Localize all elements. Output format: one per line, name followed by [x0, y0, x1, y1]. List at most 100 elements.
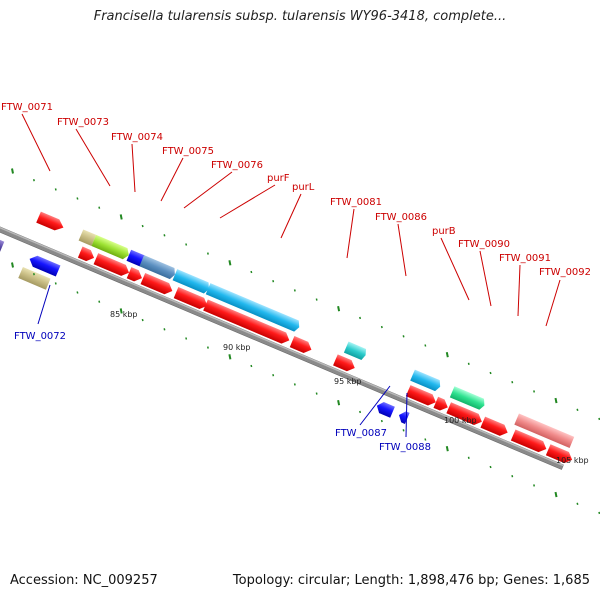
upper-row-tick — [359, 316, 362, 320]
lower-row-tick — [511, 475, 514, 478]
gene-fwd-lower-5[interactable] — [173, 287, 210, 311]
upper-row-tick — [293, 289, 296, 292]
label-FTW_0081[interactable]: FTW_0081 — [330, 197, 382, 208]
leader-FTW_0076 — [183, 171, 233, 209]
leader-purB — [440, 237, 470, 301]
upper-row-tick — [32, 179, 35, 182]
lower-row-tick — [11, 262, 14, 268]
scale-label-100kbp: 100 kbp — [444, 416, 477, 425]
gene-FTW_0074[interactable] — [91, 234, 131, 261]
leader-purL — [280, 193, 302, 239]
upper-row-tick — [511, 381, 514, 384]
label-FTW_0075[interactable]: FTW_0075 — [162, 146, 214, 157]
upper-row-tick — [54, 188, 57, 191]
label-purL[interactable]: purL — [292, 182, 315, 193]
upper-row-tick — [380, 325, 383, 329]
gene-FTW_0086[interactable] — [343, 341, 368, 361]
upper-row-tick — [141, 224, 144, 228]
upper-row-tick — [576, 408, 579, 411]
gene-fwd-lower-1[interactable] — [77, 246, 96, 264]
scale-labels: 85 kbp 90 kbp 95 kbp 100 kbp 105 kbp — [110, 310, 589, 465]
lower-row-tick — [141, 318, 144, 322]
scale-label-85kbp: 85 kbp — [110, 310, 138, 319]
lower-row-tick — [489, 465, 492, 469]
gene-fwd-lower-3[interactable] — [126, 267, 145, 284]
lower-row-tick — [445, 446, 449, 452]
gene-fwd-lower-7[interactable] — [289, 336, 314, 355]
label-FTW_0076[interactable]: FTW_0076 — [211, 160, 263, 171]
lower-row-tick — [402, 429, 405, 432]
lower-row-tick — [54, 282, 57, 285]
lower-row-tick — [76, 291, 79, 294]
label-FTW_0073[interactable]: FTW_0073 — [57, 117, 109, 128]
gene-fwd-lower-13[interactable] — [510, 429, 549, 454]
leader-lines — [21, 113, 561, 438]
label-FTW_0092[interactable]: FTW_0092 — [539, 267, 591, 278]
gene-fwd-lower-8[interactable] — [333, 354, 357, 373]
leader-FTW_0075 — [160, 157, 184, 202]
upper-row-tick — [250, 270, 253, 274]
gene-FTW_0072[interactable] — [18, 266, 51, 290]
gene-fwd-lower-2[interactable] — [93, 253, 132, 278]
gene-purB[interactable] — [410, 369, 442, 393]
lower-row-tick — [533, 484, 536, 487]
label-FTW_0091[interactable]: FTW_0091 — [499, 253, 551, 264]
lower-row-tick — [293, 383, 296, 386]
gene-FTW_0090[interactable] — [446, 402, 484, 427]
gene-fwd-lower-10[interactable] — [433, 396, 450, 413]
scale-label-95kbp: 95 kbp — [334, 377, 362, 386]
label-FTW_0072[interactable]: FTW_0072 — [14, 331, 66, 342]
gene-FTW_0081[interactable] — [203, 299, 291, 345]
scale-ticks — [11, 168, 600, 515]
label-purB[interactable]: purB — [432, 226, 456, 237]
leader-FTW_0073 — [75, 128, 111, 187]
leader-FTW_0086 — [397, 223, 407, 277]
label-FTW_0071[interactable]: FTW_0071 — [1, 102, 53, 113]
lower-row-tick — [315, 392, 318, 395]
gene-rev-partial[interactable] — [0, 238, 5, 253]
gene-FTW_0076[interactable] — [139, 255, 177, 280]
upper-row-tick — [337, 306, 341, 312]
gene-FTW_0071[interactable] — [36, 211, 66, 234]
gene-FTW_0075[interactable] — [126, 249, 147, 268]
lower-row-tick — [576, 502, 579, 505]
upper-row-tick — [533, 390, 536, 393]
gene-FTW_0072-rev-a[interactable] — [27, 253, 61, 277]
lower-row-tick — [228, 354, 232, 360]
map-title: Francisella tularensis subsp. tularensis… — [93, 9, 507, 24]
label-purF[interactable]: purF — [267, 173, 290, 184]
gene-fwd-lower-12[interactable] — [480, 416, 510, 439]
upper-row-tick — [467, 362, 470, 365]
genome-summary-text: Topology: circular; Length: 1,898,476 bp… — [232, 573, 590, 588]
label-FTW_0087[interactable]: FTW_0087 — [335, 428, 387, 439]
upper-row-tick — [272, 280, 275, 283]
gene-fwd-lower-4[interactable] — [140, 273, 175, 297]
label-FTW_0088[interactable]: FTW_0088 — [379, 442, 431, 453]
leader-FTW_0092 — [545, 279, 561, 327]
lower-row-tick — [554, 491, 558, 498]
gene-FTW_0073[interactable] — [78, 229, 97, 246]
upper-row-tick — [315, 298, 318, 301]
gene-purF[interactable] — [172, 269, 212, 294]
upper-row-tick — [228, 260, 232, 266]
gene-FTW_0088[interactable] — [397, 409, 410, 424]
lower-row-tick — [380, 419, 383, 423]
label-FTW_0090[interactable]: FTW_0090 — [458, 239, 510, 250]
gene-FTW_0092[interactable] — [514, 413, 575, 448]
gene-fwd-lower-9[interactable] — [405, 385, 438, 408]
leader-FTW_0090 — [479, 250, 492, 307]
leader-purF — [219, 184, 276, 219]
accession-text: Accession: NC_009257 — [10, 573, 158, 588]
lower-row-tick — [424, 438, 427, 441]
label-FTW_0074[interactable]: FTW_0074 — [111, 132, 163, 143]
label-FTW_0086[interactable]: FTW_0086 — [375, 212, 427, 223]
lower-row-tick — [598, 511, 600, 515]
lower-row-tick — [163, 328, 166, 331]
gene-FTW_0087[interactable] — [375, 400, 395, 418]
gene-purL[interactable] — [205, 283, 302, 333]
gene-labels: FTW_0071 FTW_0073 FTW_0074 FTW_0075 FTW_… — [1, 102, 591, 453]
gene-fwd-lower-14[interactable] — [545, 444, 575, 465]
gene-FTW_0091[interactable] — [449, 386, 487, 411]
lower-row-tick — [359, 410, 362, 414]
